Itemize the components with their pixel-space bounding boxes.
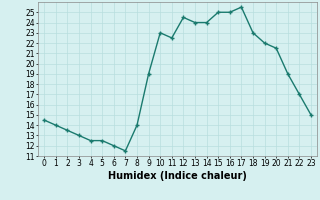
X-axis label: Humidex (Indice chaleur): Humidex (Indice chaleur) bbox=[108, 171, 247, 181]
